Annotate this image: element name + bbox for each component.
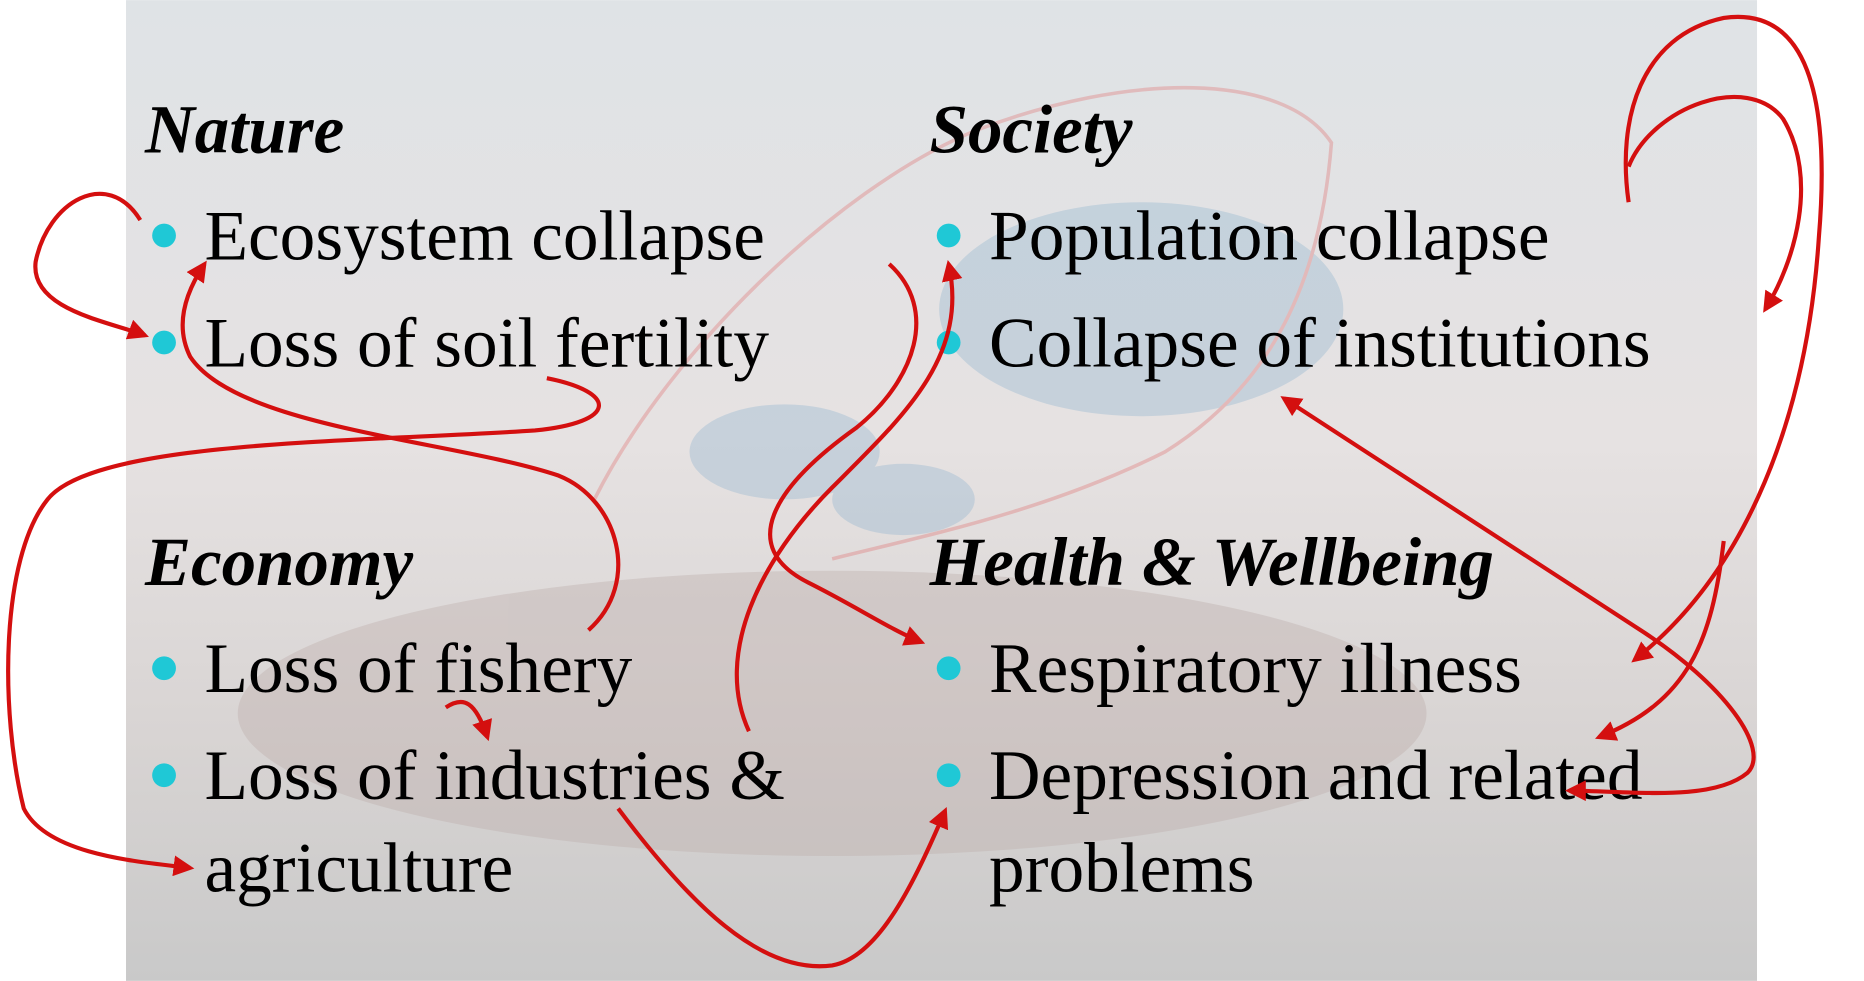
bullet bbox=[936, 656, 961, 681]
arrow bbox=[734, 259, 963, 733]
bullet-text: Loss of industries & bbox=[204, 736, 784, 815]
bullet bbox=[152, 763, 176, 788]
arrows bbox=[6, 14, 1824, 969]
arrow bbox=[1595, 540, 1726, 741]
bullet-text: agriculture bbox=[204, 829, 513, 908]
bullet bbox=[936, 763, 961, 788]
photo-features bbox=[237, 85, 1427, 857]
arrow bbox=[444, 699, 492, 742]
bullet bbox=[936, 223, 961, 248]
bullet-text: Loss of fishery bbox=[204, 629, 632, 708]
arrow bbox=[616, 807, 949, 969]
section-heading: Health & Wellbeing bbox=[929, 524, 1494, 600]
bullet-text: Population collapse bbox=[989, 196, 1550, 275]
arrow bbox=[768, 262, 926, 646]
bullet-text: Collapse of institutions bbox=[989, 303, 1651, 382]
bullet bbox=[152, 656, 176, 681]
arrow bbox=[33, 191, 149, 340]
arrow bbox=[1623, 14, 1824, 663]
bullet-text: Respiratory illness bbox=[989, 629, 1522, 708]
bullet bbox=[152, 330, 176, 355]
section-heading: Nature bbox=[144, 91, 344, 167]
arrow bbox=[1280, 396, 1756, 802]
bullet-text: problems bbox=[989, 829, 1254, 908]
section-heading: Society bbox=[930, 91, 1133, 167]
corner bbox=[1757, 951, 1864, 981]
text-layer: Nature Ecosystem collapse Loss of soil fer… bbox=[144, 91, 1651, 907]
arrow bbox=[6, 376, 601, 877]
bullet-text: Loss of soil fertility bbox=[204, 303, 769, 382]
section-heading: Economy bbox=[144, 524, 413, 600]
bullet-text: Ecosystem collapse bbox=[204, 196, 764, 275]
bullet bbox=[152, 223, 176, 248]
bullet-text: Depression and related bbox=[989, 736, 1642, 815]
arrow bbox=[1626, 94, 1804, 313]
